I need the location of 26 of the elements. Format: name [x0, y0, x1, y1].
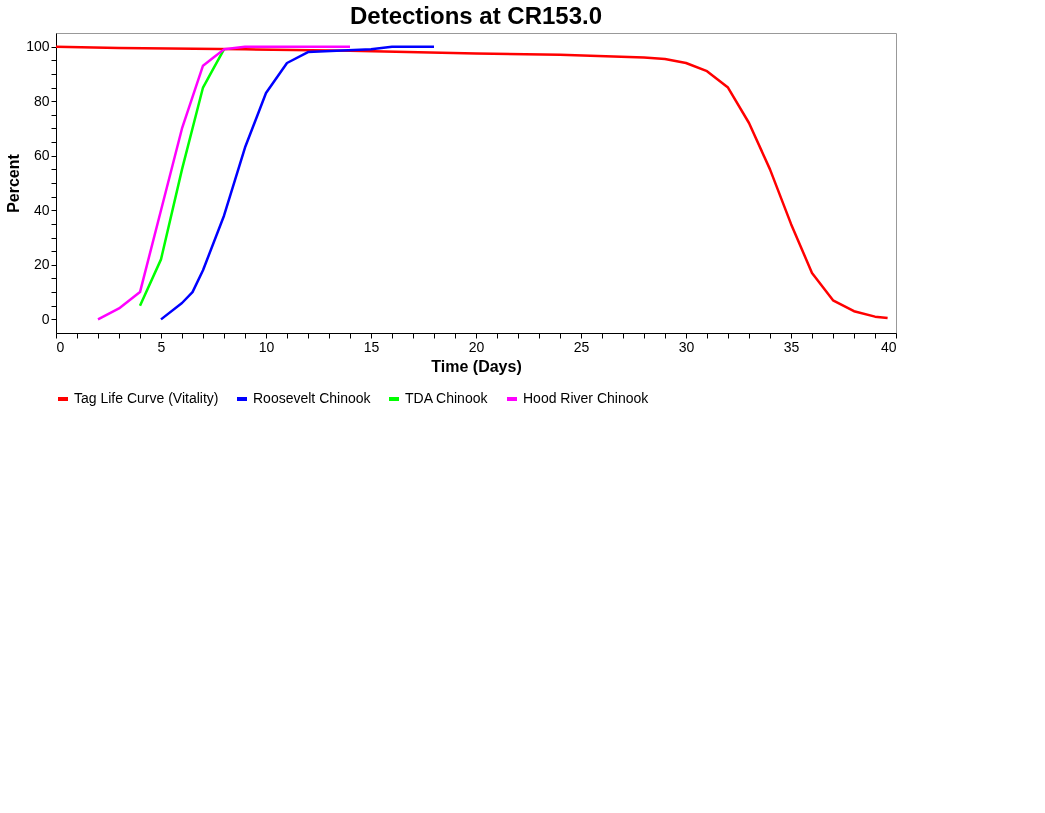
line-series	[54, 45, 889, 320]
x-tick-label: 25	[573, 338, 590, 355]
legend-label: Tag Life Curve (Vitality)	[74, 390, 219, 406]
y-tick-label: 80	[33, 92, 50, 109]
y-tick-label: 60	[33, 147, 50, 164]
chart-title: Detections at CR153.0	[349, 2, 603, 29]
y-tick-label: 40	[33, 201, 50, 218]
x-tick-label: 5	[157, 338, 166, 355]
line-series	[159, 45, 436, 321]
x-tick-label: 30	[678, 338, 695, 355]
x-tick-label: 35	[783, 338, 800, 355]
x-tick-label: 40	[880, 338, 897, 355]
x-tick-label: 15	[363, 338, 380, 355]
y-tick-label: 0	[41, 310, 50, 327]
y-axis-title: Percent	[5, 153, 23, 213]
legend-label: TDA Chinook	[405, 390, 489, 406]
x-tick-label: 20	[468, 338, 485, 355]
y-tick-label: 20	[33, 256, 50, 273]
legend-label: Roosevelt Chinook	[253, 390, 372, 406]
x-tick-label: 10	[258, 338, 275, 355]
legend-label: Hood River Chinook	[523, 390, 650, 406]
y-tick-label: 100	[26, 38, 50, 55]
line-series	[138, 48, 226, 307]
x-tick-label: 0	[56, 338, 65, 355]
x-axis-title: Time (Days)	[431, 357, 522, 375]
line-series	[96, 45, 352, 321]
